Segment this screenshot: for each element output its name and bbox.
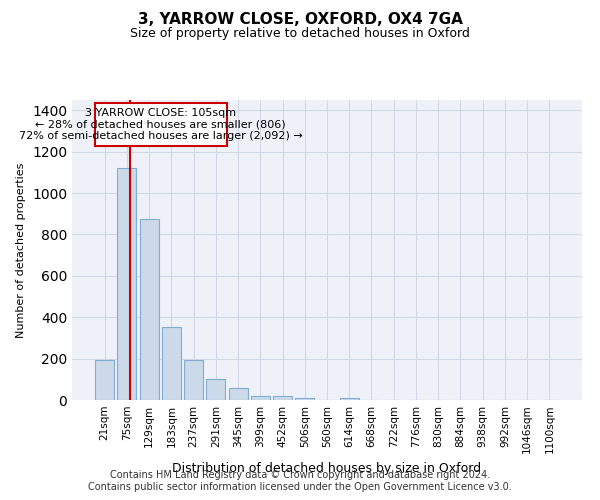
Bar bbox=[273, 396, 292, 400]
Text: 3, YARROW CLOSE, OXFORD, OX4 7GA: 3, YARROW CLOSE, OXFORD, OX4 7GA bbox=[137, 12, 463, 28]
Bar bbox=[340, 398, 359, 400]
Bar bbox=[229, 388, 248, 400]
X-axis label: Distribution of detached houses by size in Oxford: Distribution of detached houses by size … bbox=[172, 462, 482, 475]
Text: Contains public sector information licensed under the Open Government Licence v3: Contains public sector information licen… bbox=[88, 482, 512, 492]
Text: 3 YARROW CLOSE: 105sqm
← 28% of detached houses are smaller (806)
72% of semi-de: 3 YARROW CLOSE: 105sqm ← 28% of detached… bbox=[19, 108, 302, 141]
Text: Contains HM Land Registry data © Crown copyright and database right 2024.: Contains HM Land Registry data © Crown c… bbox=[110, 470, 490, 480]
Bar bbox=[118, 168, 136, 400]
Y-axis label: Number of detached properties: Number of detached properties bbox=[16, 162, 26, 338]
Bar bbox=[95, 360, 114, 400]
Bar bbox=[140, 219, 158, 400]
FancyBboxPatch shape bbox=[95, 103, 227, 146]
Bar bbox=[184, 360, 203, 400]
Bar bbox=[162, 327, 181, 400]
Text: Size of property relative to detached houses in Oxford: Size of property relative to detached ho… bbox=[130, 28, 470, 40]
Bar bbox=[295, 398, 314, 400]
Bar bbox=[206, 378, 225, 400]
Bar bbox=[251, 396, 270, 400]
